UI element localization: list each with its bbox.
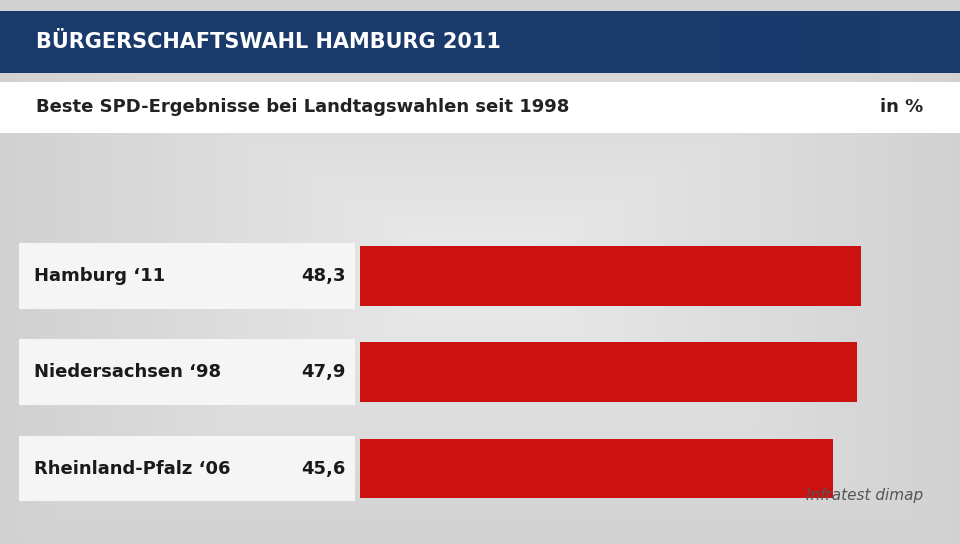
Text: Hamburg ‘11: Hamburg ‘11 (34, 267, 165, 285)
Text: Niedersachsen ‘98: Niedersachsen ‘98 (34, 363, 221, 381)
Text: 48,3: 48,3 (301, 267, 346, 285)
Bar (360, 246, 861, 306)
Text: BÜRGERSCHAFTSWAHL HAMBURG 2011: BÜRGERSCHAFTSWAHL HAMBURG 2011 (36, 32, 501, 52)
Bar (360, 439, 832, 498)
Text: Infratest dimap: Infratest dimap (806, 487, 924, 503)
Text: 45,6: 45,6 (301, 460, 346, 478)
Text: Rheinland-Pfalz ‘06: Rheinland-Pfalz ‘06 (34, 460, 230, 478)
Bar (19, 243, 355, 308)
Text: Beste SPD-Ergebnisse bei Landtagswahlen seit 1998: Beste SPD-Ergebnisse bei Landtagswahlen … (36, 98, 570, 116)
Bar (19, 436, 355, 502)
Text: 47,9: 47,9 (301, 363, 346, 381)
Bar (19, 339, 355, 405)
Text: in %: in % (880, 98, 924, 116)
Bar (360, 342, 856, 402)
